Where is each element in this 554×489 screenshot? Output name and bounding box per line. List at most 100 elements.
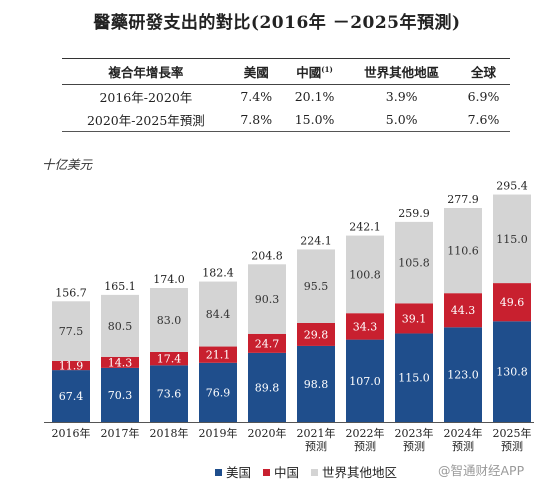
x-tick-label: 2024年预测: [444, 426, 483, 453]
bar-segment-us: [52, 370, 90, 422]
cagr-header-global: 全球: [456, 58, 510, 85]
value-label-rest-of-world: 80.5: [108, 320, 133, 333]
value-label-us: 130.8: [496, 366, 528, 379]
x-tick-label: 2017年: [101, 426, 140, 440]
legend-label-us: 美国: [226, 465, 252, 480]
cagr-period: 2016年-2020年: [99, 90, 193, 105]
value-label-us: 98.8: [304, 378, 329, 391]
cagr-header-rest-of-world: 世界其他地區: [346, 58, 457, 85]
total-label: 182.4: [202, 267, 234, 280]
bar-segment-china: [52, 360, 90, 371]
value-label-rest-of-world: 77.5: [59, 325, 84, 338]
value-label-rest-of-world: 90.3: [255, 293, 280, 306]
bar-segment-us: [101, 367, 139, 422]
legend: 美国 中国 世界其他地区: [215, 462, 405, 481]
total-label: 165.1: [104, 280, 136, 293]
value-label-rest-of-world: 84.4: [206, 308, 231, 321]
cagr-table-header-row: 複合年增長率 美國 中國(1) 世界其他地區 全球: [62, 58, 510, 85]
unit-label: 十亿美元: [42, 157, 93, 172]
cagr-row-value: 5.0%: [346, 108, 457, 132]
value-label-china: 21.1: [206, 349, 231, 362]
x-tick-label: 2020年: [248, 426, 287, 440]
x-tick-label: 2019年: [199, 426, 238, 440]
x-tick-label: 2025年预测: [493, 426, 532, 453]
value-label-us: 115.0: [398, 372, 430, 385]
cagr-china-value: 15.0%: [282, 108, 347, 132]
bar-segment-us: [150, 365, 188, 422]
cagr-row-value: 3.9%: [385, 89, 418, 104]
bar-segment-china: [444, 293, 482, 328]
value-label-china: 14.3: [108, 356, 133, 369]
value-label-china: 17.4: [157, 353, 182, 366]
cagr-global-value: 7.6%: [456, 108, 510, 132]
bar-segment-china: [199, 346, 237, 363]
bar-segment-us: [199, 362, 237, 422]
bar-segment-us: [444, 327, 482, 422]
bar-segment-rest-of-world: [395, 221, 433, 304]
bar-segment-rest-of-world: [297, 249, 335, 323]
x-tick-label: 2023年预测: [395, 426, 434, 453]
total-label: 174.0: [153, 273, 185, 286]
bar-segment-rest-of-world: [199, 281, 237, 347]
cagr-header-us: 美國: [229, 58, 283, 85]
bar-segment-rest-of-world: [52, 301, 90, 361]
value-label-us: 67.4: [59, 390, 84, 403]
value-label-us: 123.0: [447, 369, 479, 382]
cagr-header-label: 複合年增長率: [62, 58, 230, 85]
legend-swatch-china: [263, 469, 270, 476]
value-label-rest-of-world: 105.8: [398, 257, 430, 270]
chart-title: 醫藥研發支出的對比(2016年 －2025年預測): [93, 13, 461, 33]
bar-segment-china: [101, 356, 139, 368]
bar-segment-china: [150, 351, 188, 366]
x-tick-label: 2022年预测: [346, 426, 385, 453]
bar-segment-us: [297, 345, 335, 422]
watermark: @智通财经APP: [438, 463, 525, 478]
cagr-header-china-note: (1): [321, 64, 333, 74]
cagr-global-value: 6.9%: [467, 89, 500, 104]
total-label: 204.8: [251, 249, 283, 262]
x-tick-label: 2021年预测: [297, 426, 336, 453]
total-label: 259.9: [398, 207, 430, 220]
value-label-china: 34.3: [353, 320, 378, 333]
bar-segment-china: [297, 322, 335, 346]
legend-swatch-rest-of-world: [311, 469, 318, 476]
cagr-table: 複合年增長率 美國 中國(1) 世界其他地區 全球 2016年-2020年 7.…: [62, 58, 510, 132]
bar-segment-china: [346, 313, 384, 340]
total-label: 295.4: [496, 180, 528, 193]
value-label-us: 107.0: [349, 375, 381, 388]
value-label-rest-of-world: 100.8: [349, 268, 381, 281]
value-label-china: 44.3: [451, 304, 476, 317]
value-label-us: 70.3: [108, 389, 133, 402]
value-label-us: 73.6: [157, 388, 182, 401]
cagr-period: 2020年-2025年預測: [62, 108, 230, 132]
value-label-rest-of-world: 110.6: [447, 245, 479, 258]
value-label-rest-of-world: 83.0: [157, 314, 182, 327]
bar-segment-rest-of-world: [493, 194, 531, 284]
value-label-china: 24.7: [255, 337, 280, 350]
bar-segment-rest-of-world: [101, 294, 139, 357]
cagr-table-row: 2020年-2025年預測 7.8% 15.0% 5.0% 7.6%: [62, 108, 510, 132]
legend-label-rest-of-world: 世界其他地区: [322, 465, 398, 480]
total-label: 156.7: [55, 286, 87, 299]
value-label-us: 76.9: [206, 386, 231, 399]
bar-segment-us: [395, 333, 433, 422]
bar-segment-china: [395, 303, 433, 334]
value-label-us: 89.8: [255, 381, 280, 394]
total-label: 242.1: [349, 221, 381, 234]
cagr-header-china: 中國(1): [282, 58, 347, 85]
bar-segment-china: [248, 333, 286, 353]
bar-segment-rest-of-world: [346, 235, 384, 314]
x-tick-label: 2016年: [52, 426, 91, 440]
value-label-china: 49.6: [500, 296, 525, 309]
legend-item-us: 美国: [215, 465, 251, 480]
legend-swatch-us: [215, 469, 222, 476]
bar-segment-china: [493, 283, 531, 322]
bar-segment-us: [248, 352, 286, 422]
x-tick-label: 2018年: [150, 426, 189, 440]
cagr-header-china-label: 中國: [296, 65, 322, 80]
cagr-china-value: 20.1%: [294, 89, 335, 104]
legend-item-rest-of-world: 世界其他地区: [311, 465, 397, 480]
legend-label-china: 中国: [274, 465, 300, 480]
cagr-us-value: 7.8%: [229, 108, 283, 132]
